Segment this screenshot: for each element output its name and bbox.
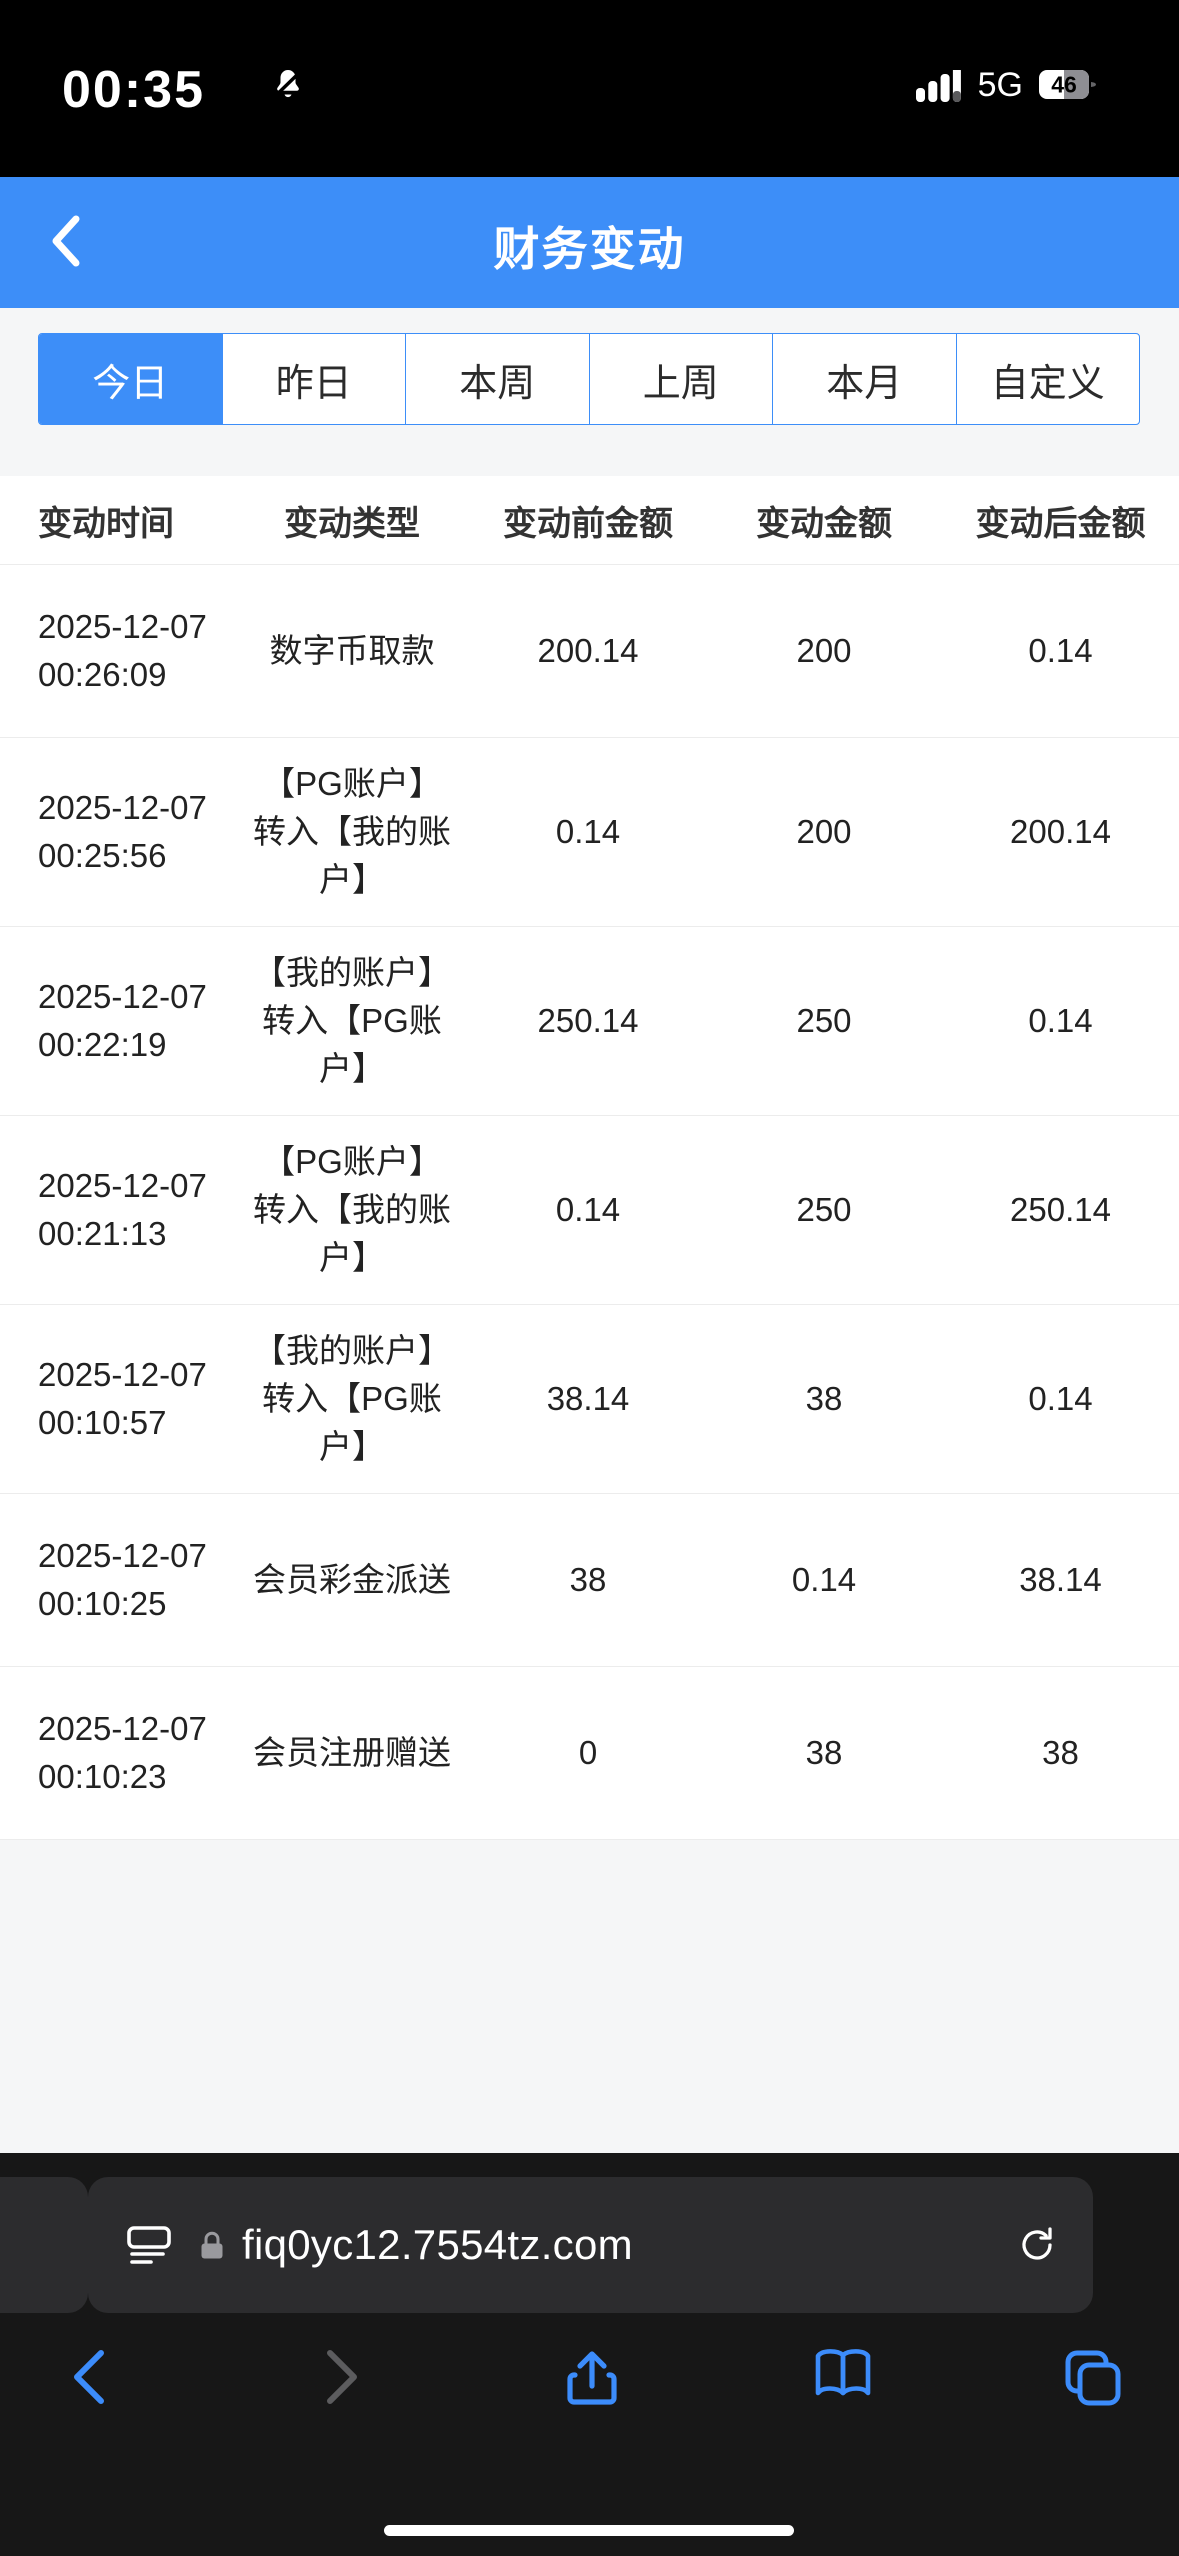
svg-text:46: 46	[1051, 71, 1077, 97]
